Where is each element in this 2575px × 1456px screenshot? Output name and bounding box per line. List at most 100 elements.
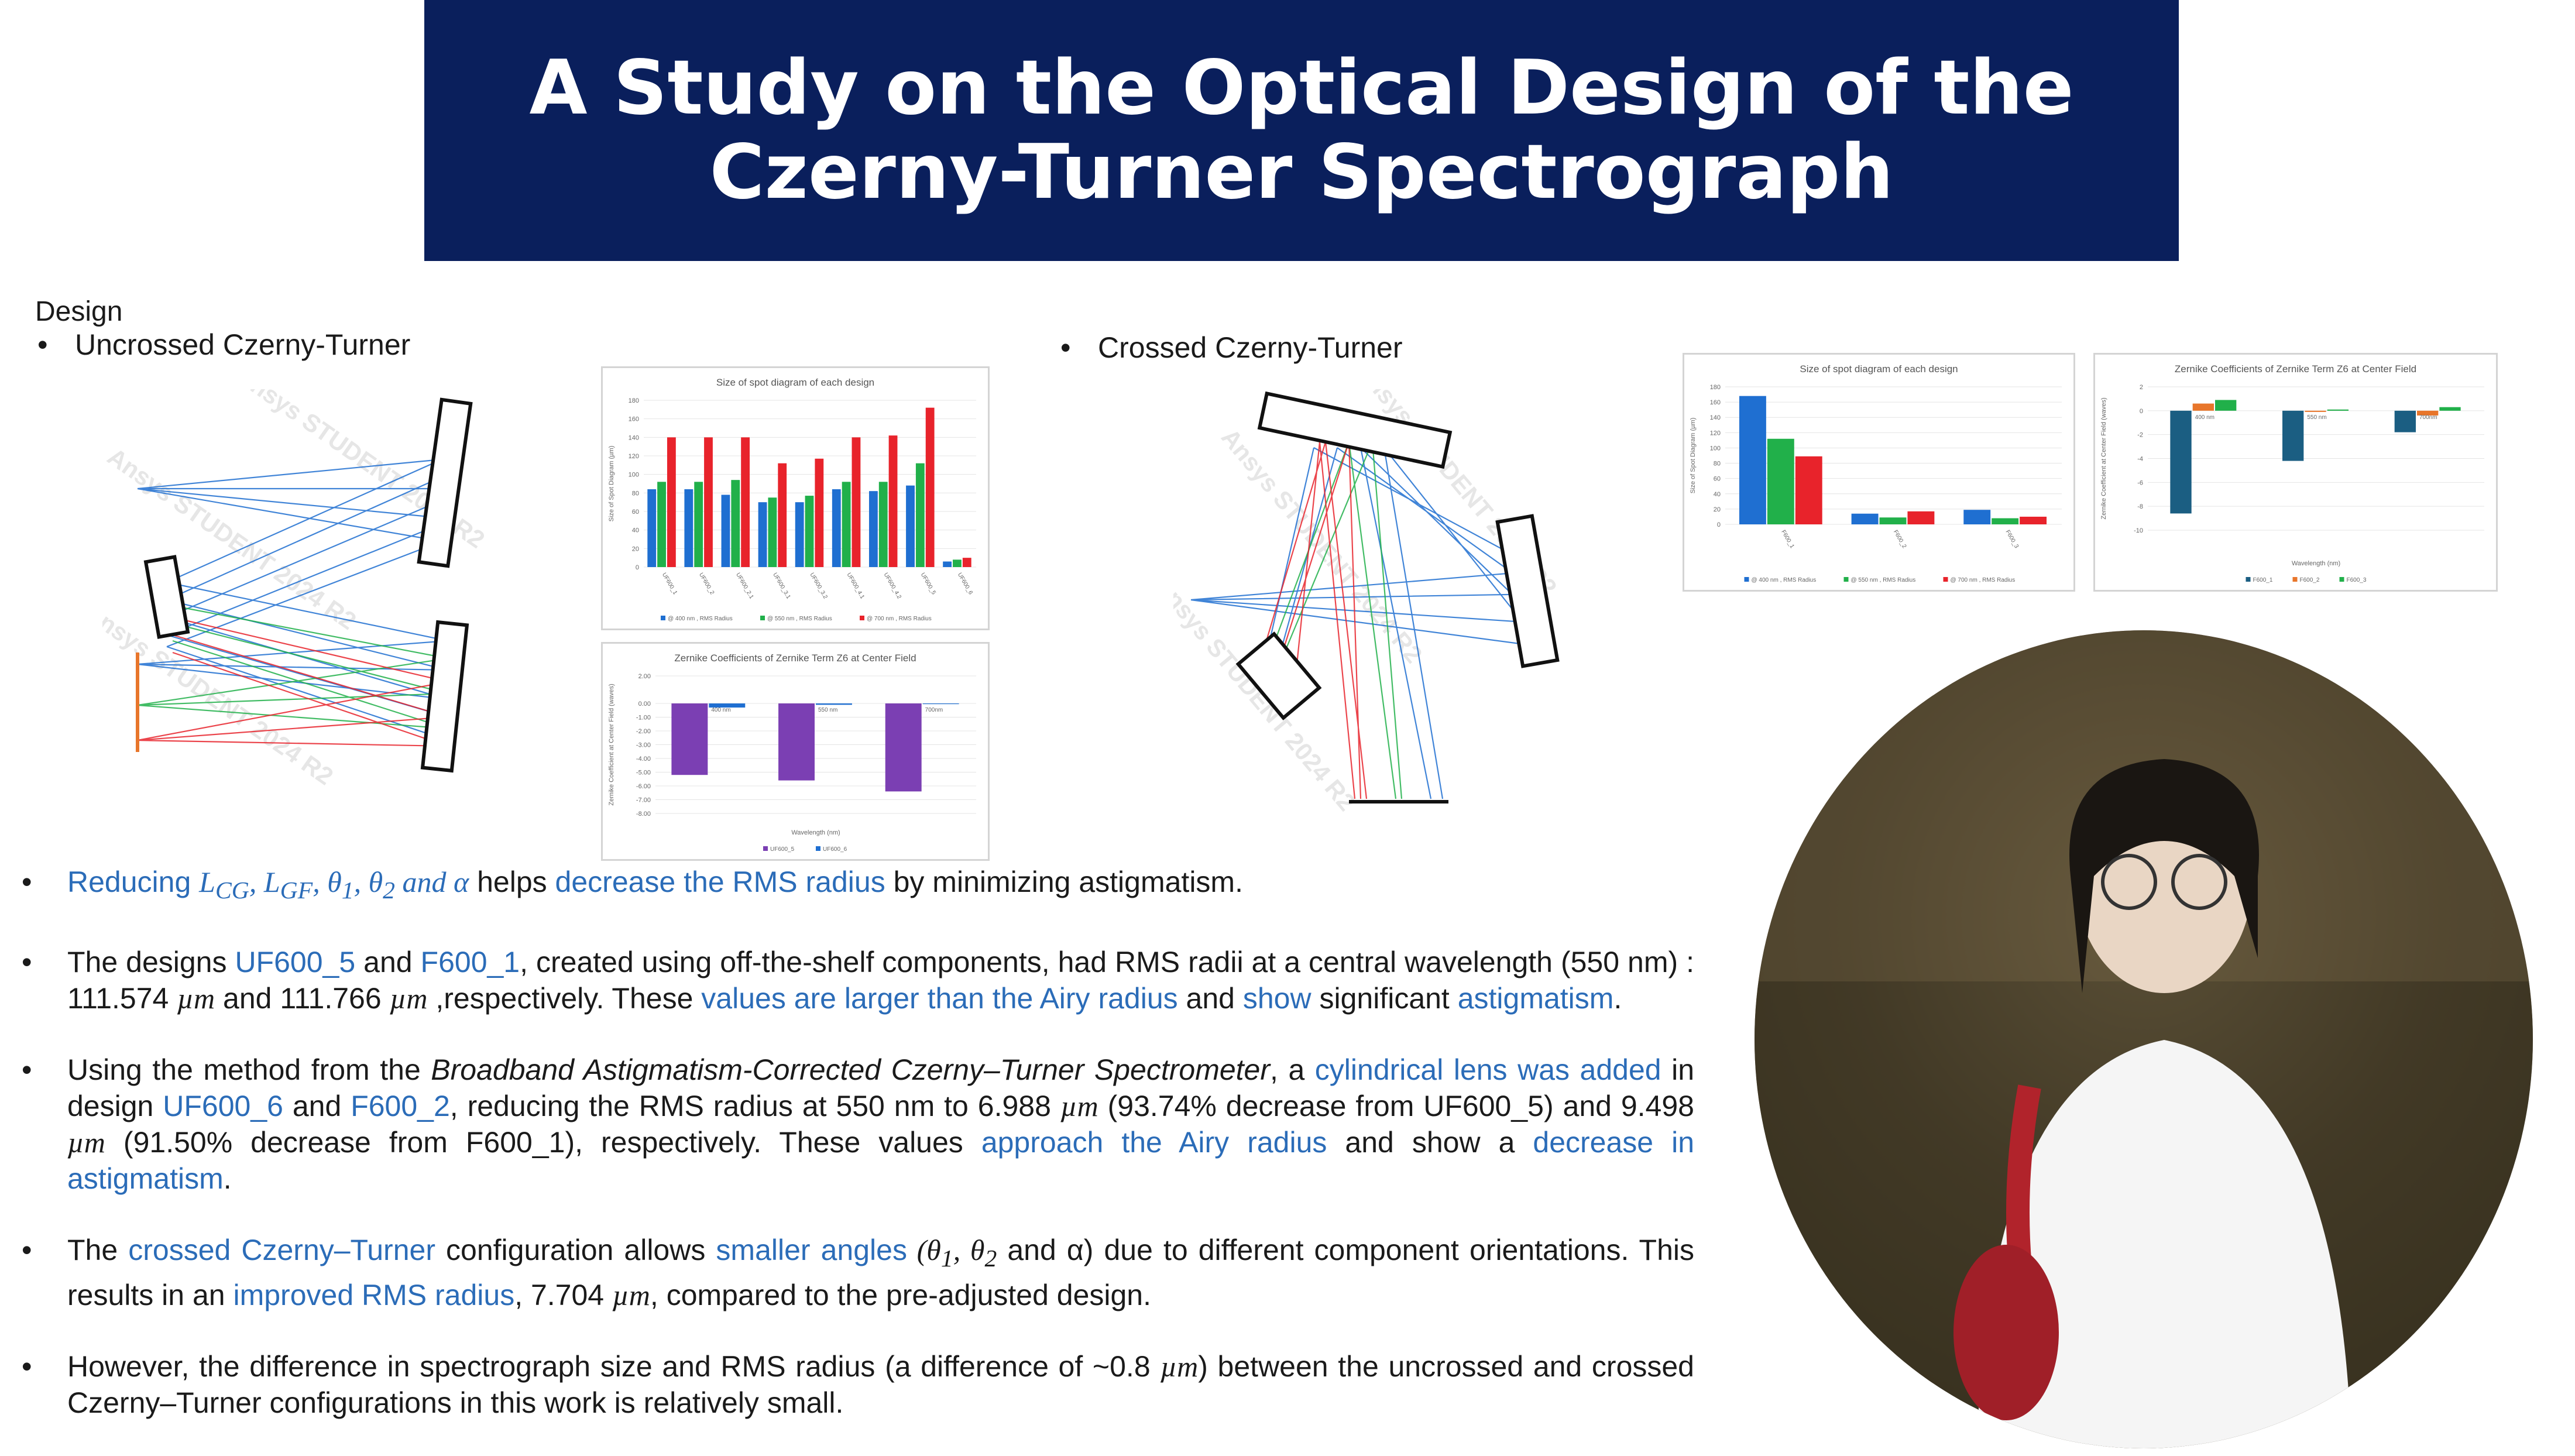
y-tick-label: 40	[632, 527, 639, 534]
category-label: UF600_1	[661, 572, 678, 596]
body-bullets: Reducing LCG, LGF, θ1, θ2 and α helps de…	[22, 864, 1694, 1456]
chart-title: Zernike Coefficients of Zernike Term Z6 …	[2175, 363, 2416, 375]
chart-title: Size of spot diagram of each design	[716, 377, 874, 388]
bar	[888, 435, 898, 567]
y-tick-label: 120	[629, 453, 639, 460]
chart-title: Zernike Coefficients of Zernike Term Z6 …	[674, 653, 916, 664]
legend-swatch	[661, 616, 665, 620]
category-label: UF600_2	[698, 572, 715, 596]
hair-shape	[2069, 759, 2259, 993]
y-tick-label: -6	[2137, 479, 2143, 486]
legend-entry: F600_1	[2253, 577, 2273, 583]
bar	[2327, 409, 2349, 411]
chart-crossed-spot-size: Size of spot diagram of each design 0 20 40…	[1683, 353, 2075, 592]
title-line-2: Czerny-Turner Spectrograph	[709, 129, 1894, 216]
y-axis-label: Size of Spot Diagram (µm)	[608, 446, 615, 522]
category-label: 700nm	[925, 707, 943, 713]
bar	[885, 703, 922, 792]
author-photo	[1755, 630, 2533, 1448]
y-tick-label: -2.00	[636, 728, 651, 735]
y-tick-label: 2	[2140, 384, 2143, 391]
y-tick-label: 20	[632, 545, 639, 552]
bar	[906, 485, 915, 567]
y-axis-label: Size of Spot Diagram (µm)	[1690, 418, 1697, 494]
y-tick-label: 40	[1714, 491, 1721, 498]
legend-swatch	[816, 846, 820, 851]
category-label: 550 nm	[818, 707, 837, 713]
bar	[741, 437, 750, 567]
category-label: 700nm	[2419, 414, 2437, 421]
bullet-paragraph-4: The crossed Czerny–Turner configuration …	[22, 1232, 1694, 1313]
bar	[647, 489, 657, 567]
title-banner: A Study on the Optical Design of the Cze…	[424, 0, 2179, 261]
bar	[943, 561, 952, 567]
bar	[684, 489, 693, 567]
bar	[842, 482, 851, 567]
bullet-paragraph-5: However, the difference in spectrograph …	[22, 1348, 1694, 1421]
bar	[709, 703, 746, 708]
bar	[953, 559, 962, 567]
uncrossed-raytrace-figure: Ansys STUDENT 2024 R2 Ansys STUDENT 2024…	[80, 361, 512, 793]
legend-entry: @ 700 nm , RMS Radius	[867, 616, 932, 622]
red-bag	[1953, 1245, 2059, 1420]
category-label: 400 nm	[711, 707, 730, 713]
bar	[2020, 516, 2047, 524]
x-axis-label: Wavelength (nm)	[791, 829, 840, 836]
bar	[2282, 410, 2304, 461]
legend-swatch	[2339, 577, 2344, 582]
focusing-mirror	[1495, 514, 1560, 668]
legend-entry: UF600_6	[823, 846, 847, 853]
y-axis-label: Zernike Coefficient at Center Field (wav…	[2100, 397, 2107, 519]
bar	[962, 558, 971, 567]
bar	[2417, 410, 2439, 415]
chart-title: Size of spot diagram of each design	[1800, 363, 1958, 375]
y-tick-label: 60	[632, 509, 639, 516]
design-label: Design	[35, 296, 123, 327]
y-tick-label: 60	[1714, 476, 1721, 483]
crossed-raytrace-figure: Ansys STUDENT 2024 R2 Ansys STUDENT 2024…	[1149, 356, 1598, 822]
title-line-1: A Study on the Optical Design of the	[529, 44, 2074, 132]
bar	[1795, 456, 1822, 524]
category-label: UF600_4.2	[883, 572, 902, 600]
category-label: UF600_2.1	[734, 572, 754, 600]
y-tick-label: 100	[629, 472, 639, 479]
poster-title: A Study on the Optical Design of the Cze…	[530, 46, 2074, 215]
legend-swatch	[760, 616, 765, 620]
chart-crossed-zernike: Zernike Coefficients of Zernike Term Z6 …	[2093, 353, 2498, 592]
red-rays	[1260, 441, 1368, 799]
bar	[2305, 410, 2326, 412]
bar	[1767, 438, 1794, 524]
bar	[2215, 400, 2237, 411]
legend-entry: F600_3	[2347, 577, 2367, 583]
bar	[2170, 410, 2192, 514]
y-tick-label: -8	[2137, 503, 2143, 510]
bar	[1992, 518, 2019, 524]
green-rays	[137, 605, 448, 730]
bullet-paragraph-1: Reducing LCG, LGF, θ1, θ2 and α helps de…	[22, 864, 1694, 909]
grating	[1235, 631, 1322, 720]
bar	[694, 482, 703, 567]
y-tick-label: -2	[2137, 432, 2143, 439]
category-label: UF600_6	[956, 572, 974, 596]
y-tick-label: 140	[629, 434, 639, 441]
legend-entry: @ 400 nm , RMS Radius	[1752, 577, 1817, 583]
y-tick-label: -3.00	[636, 742, 651, 749]
white-shirt	[1977, 1040, 2351, 1448]
y-tick-label: 180	[629, 397, 639, 404]
bar	[1851, 513, 1879, 524]
chart-uncrossed-spot-size: Size of spot diagram of each design 0 20 40…	[601, 366, 990, 630]
y-tick-label: 160	[629, 416, 639, 423]
collimating-mirror	[1257, 391, 1453, 469]
y-tick-label: -4	[2137, 456, 2143, 463]
bullet-paragraph-2: The designs UF600_5 and F600_1, created …	[22, 944, 1694, 1017]
bar	[2192, 403, 2214, 411]
y-tick-label: 2.00	[638, 673, 651, 680]
y-tick-label: -4.00	[636, 756, 651, 763]
glasses-right	[2171, 854, 2227, 910]
chart-uncrossed-zernike: Zernike Coefficients of Zernike Term Z6 …	[601, 642, 990, 861]
bar	[878, 482, 888, 567]
bar	[852, 437, 861, 567]
bar	[778, 463, 787, 567]
bar	[2394, 410, 2416, 432]
bar	[671, 703, 708, 775]
